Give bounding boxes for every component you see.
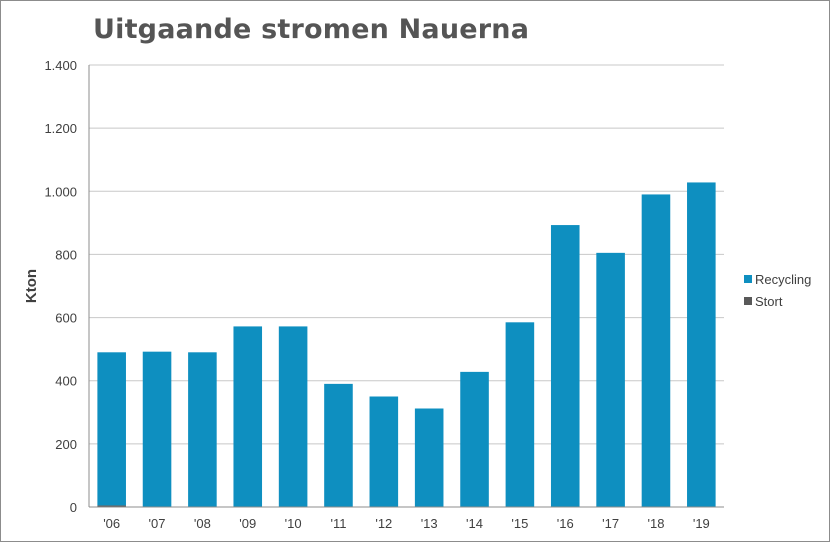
x-tick-label: '18 [647, 516, 664, 531]
legend-label: Stort [755, 294, 783, 309]
x-tick-label: '15 [511, 516, 528, 531]
bar-recycling [596, 252, 625, 507]
bar-recycling [188, 352, 217, 507]
bar-recycling [233, 326, 263, 507]
y-axis-label: Kton [23, 269, 40, 303]
x-tick-label: '17 [602, 516, 619, 531]
x-tick-label: '19 [693, 516, 710, 531]
x-tick-label: '07 [149, 516, 166, 531]
y-tick-label: 600 [55, 311, 77, 326]
x-tick-label: '09 [239, 516, 256, 531]
y-tick-label: 400 [55, 374, 77, 389]
x-tick-label: '11 [330, 516, 346, 531]
y-tick-label: 1.400 [44, 58, 77, 73]
bar-recycling [505, 322, 535, 507]
x-tick-label: '10 [285, 516, 302, 531]
bar-recycling [460, 371, 489, 507]
bar-recycling [324, 383, 353, 507]
y-tick-label: 0 [70, 500, 77, 515]
bar-stort [97, 505, 126, 507]
bar-recycling [142, 351, 172, 507]
x-tick-label: '06 [103, 516, 120, 531]
y-tick-label: 800 [55, 247, 77, 262]
y-tick-labels: 0 200 400 600 800 1.000 1.200 1.400 [44, 58, 77, 515]
x-tick-label: '12 [375, 516, 392, 531]
x-tick-label: '14 [466, 516, 483, 531]
x-tick-labels: '06 '07 '08 '09 '10 '11 '12 '13 '14 '15 '16 '17 '18 '… [103, 516, 710, 531]
bar-recycling [687, 182, 716, 507]
y-tick-label: 1.200 [44, 121, 77, 136]
x-tick-label: '16 [557, 516, 574, 531]
bar-recycling [369, 396, 399, 507]
bar-recycling [414, 408, 444, 507]
legend-label: Recycling [755, 272, 811, 287]
bars [97, 182, 716, 507]
chart-title: Uitgaande stromen Nauerna [93, 14, 530, 45]
legend-swatch [744, 297, 752, 305]
y-tick-label: 1.000 [44, 184, 77, 199]
y-tick-label: 200 [55, 437, 77, 452]
gridlines [89, 64, 724, 445]
legend-swatch [744, 275, 752, 283]
bar-recycling [550, 225, 580, 507]
x-tick-label: '13 [421, 516, 438, 531]
axes [88, 65, 724, 508]
legend: Recycling Stort [744, 272, 811, 309]
bar-recycling [97, 352, 126, 506]
bar-recycling [641, 194, 671, 507]
x-tick-label: '08 [194, 516, 211, 531]
bar-recycling [278, 326, 308, 507]
